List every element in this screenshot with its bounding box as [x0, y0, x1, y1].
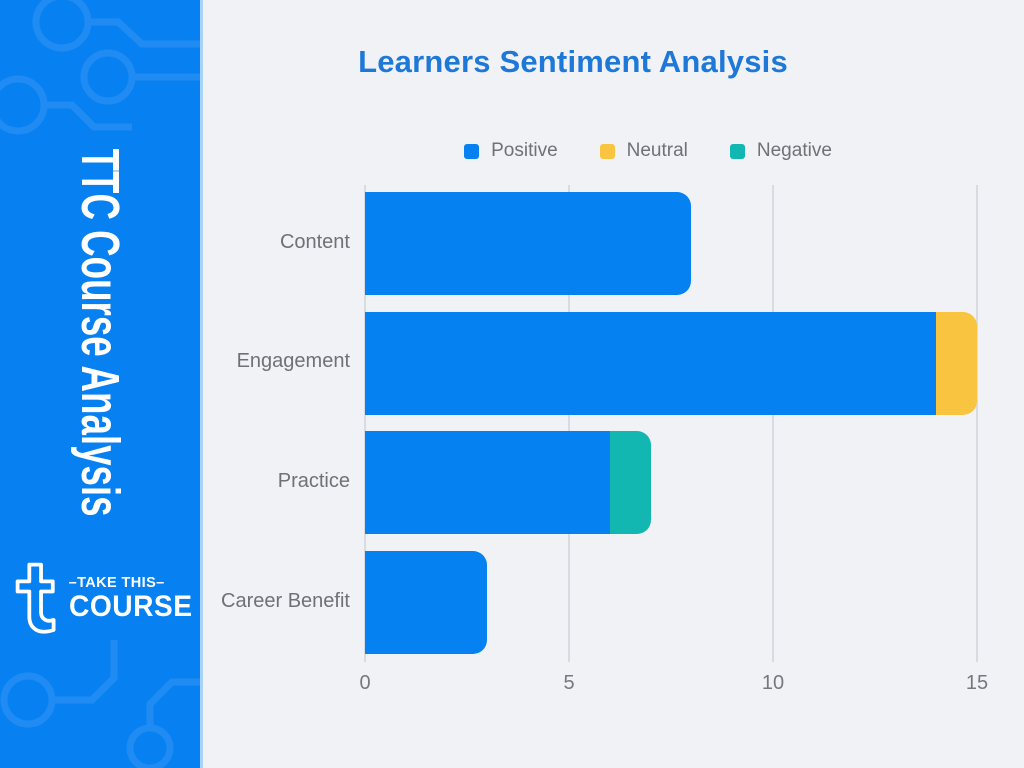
brand-logo: –TAKE THIS– COURSE — [0, 556, 200, 642]
plot-area: 0 5 10 15 Content Engagement Practice Career Be… — [221, 185, 988, 694]
bar-segment-positive — [365, 551, 488, 655]
bar-row — [365, 192, 692, 295]
bar-segment-negative — [609, 431, 651, 535]
circuit-pattern-icon — [0, 0, 200, 768]
gridline — [976, 185, 978, 662]
logo-tagline: –TAKE THIS– — [68, 574, 165, 591]
legend-item-negative: Negative — [729, 140, 832, 162]
sidebar-vertical-title: TTC Course Analysis — [70, 148, 130, 517]
bar-row — [365, 431, 651, 535]
x-tick-label: 10 — [761, 672, 785, 694]
main-panel: Learners Sentiment Analysis Positive Neut… — [203, 0, 1024, 768]
legend-item-neutral: Neutral — [599, 140, 688, 162]
bar-segment-positive — [365, 192, 692, 295]
gridline — [772, 185, 774, 662]
legend-swatch — [599, 143, 615, 159]
gridline — [364, 185, 366, 662]
page-title: Learners Sentiment Analysis — [358, 44, 788, 79]
x-tick-label: 15 — [965, 672, 989, 694]
category-label: Engagement — [236, 350, 350, 373]
legend-swatch — [464, 143, 480, 159]
legend-label: Positive — [491, 140, 558, 161]
take-this-course-t-icon — [15, 562, 56, 634]
category-label: Career Benefit — [221, 589, 350, 612]
sidebar: TTC Course Analysis –TAKE THIS– COURSE — [0, 0, 203, 768]
bar-segment-positive — [365, 311, 937, 415]
gridline — [568, 185, 570, 662]
legend-swatch — [729, 143, 745, 159]
bar-segment-positive — [365, 431, 610, 535]
legend-label: Neutral — [626, 140, 688, 161]
logo-text: –TAKE THIS– COURSE — [69, 575, 200, 623]
legend-label: Negative — [756, 140, 832, 161]
category-label: Content — [279, 230, 350, 253]
x-tick-label: 5 — [563, 672, 575, 694]
category-label: Practice — [277, 469, 350, 492]
legend: Positive Neutral Negative — [348, 140, 948, 162]
bar-row — [365, 311, 977, 415]
x-tick-label: 0 — [359, 672, 371, 694]
logo-wordmark: COURSE — [68, 589, 193, 623]
bar-row — [365, 551, 488, 655]
sidebar-vertical-title-wrap: TTC Course Analysis — [0, 105, 200, 560]
legend-item-positive: Positive — [464, 140, 558, 162]
bar-segment-neutral — [936, 311, 977, 415]
